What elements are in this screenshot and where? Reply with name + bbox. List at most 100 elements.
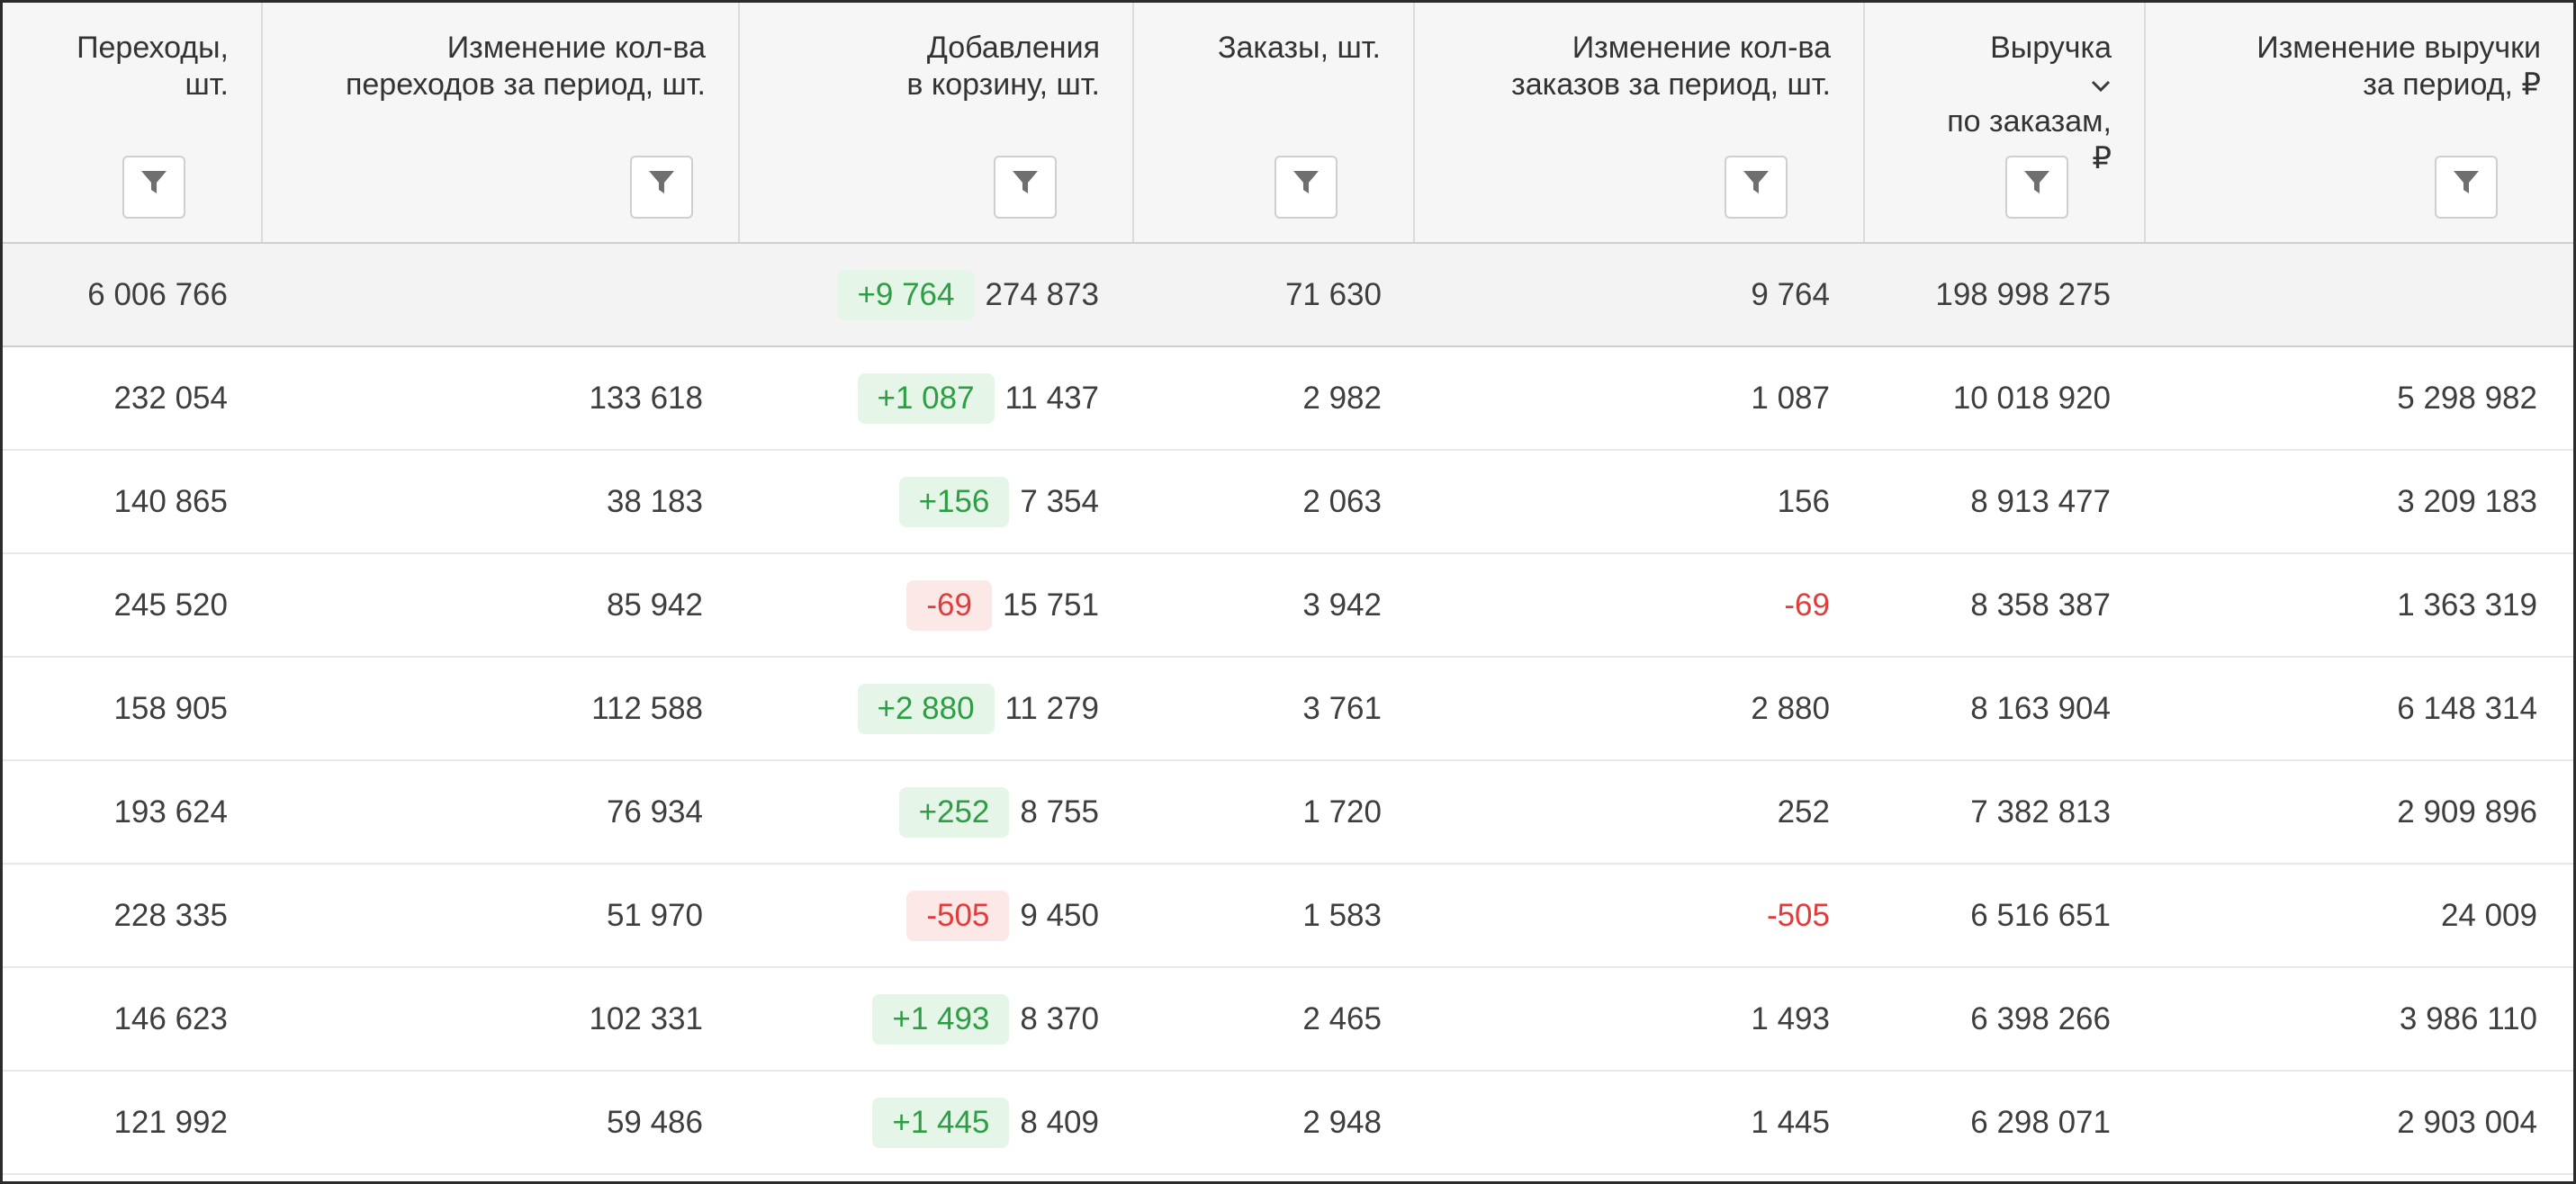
cell-cart_adds: +2 880 11 279 bbox=[739, 657, 1133, 761]
filter-button-orders_change[interactable] bbox=[1725, 156, 1788, 219]
cell-value: 121 992 bbox=[113, 1104, 228, 1140]
cell-orders_change: -505 bbox=[1414, 864, 1864, 968]
cell-value: 8 370 bbox=[1020, 1000, 1099, 1036]
column-title: Добавления в корзину, шт. bbox=[906, 30, 1100, 103]
change-badge: +1 493 bbox=[872, 993, 1010, 1045]
cell-visits_change bbox=[262, 243, 739, 347]
cell-orders: 2 465 bbox=[1133, 967, 1414, 1072]
column-header-cell: Заказы, шт. bbox=[1134, 3, 1413, 242]
cell-cart_adds: +252 8 755 bbox=[739, 760, 1133, 865]
column-title-line: Заказы, шт. bbox=[1217, 31, 1381, 65]
cell-cart_adds: +1 087 11 437 bbox=[739, 346, 1133, 451]
column-title: Заказы, шт. bbox=[1218, 30, 1381, 67]
cell-orders: 2 948 bbox=[1133, 1071, 1414, 1175]
change-badge: +9 764 bbox=[837, 269, 975, 320]
column-header-orders_change[interactable]: Изменение кол-ва заказов за период, шт. bbox=[1414, 3, 1865, 244]
filter-button-visits_change[interactable] bbox=[630, 156, 693, 219]
cell-visits_change: 51 970 bbox=[262, 864, 739, 968]
cell-revenue_change: 24 009 bbox=[2145, 864, 2573, 968]
chevron-down-icon[interactable] bbox=[1950, 67, 2112, 103]
cell-value: 7 382 813 bbox=[1970, 794, 2111, 830]
cell-value: 7 354 bbox=[1020, 483, 1099, 519]
column-header-visits[interactable]: Переходы, шт. bbox=[3, 3, 263, 244]
cell-visits: 228 335 bbox=[3, 864, 262, 968]
cell-revenue_change: 6 148 314 bbox=[2145, 657, 2573, 761]
column-header-cell: Переходы, шт. bbox=[3, 3, 261, 242]
cell-value: 15 751 bbox=[1002, 587, 1099, 623]
cell-orders_change: 156 bbox=[1414, 450, 1864, 554]
column-header-visits_change[interactable]: Изменение кол-ва переходов за период, шт. bbox=[262, 3, 740, 244]
cell-visits: 121 992 bbox=[3, 1071, 262, 1175]
cell-value: 1 363 319 bbox=[2397, 587, 2537, 623]
change-badge: -505 bbox=[906, 890, 1010, 941]
column-header-revenue_change[interactable]: Изменение выручки за период, ₽ bbox=[2145, 3, 2573, 244]
cell-value: 2 903 004 bbox=[2397, 1104, 2537, 1140]
cell-value: 274 873 bbox=[985, 276, 1099, 312]
column-title-line: по заказам, bbox=[1947, 104, 2112, 139]
cell-revenue: 198 998 275 bbox=[1864, 243, 2145, 347]
cell-cart_adds: -505 9 450 bbox=[739, 864, 1133, 968]
stats-table: Переходы, шт. Изменение кол-ва переходов за… bbox=[3, 3, 2573, 1175]
cell-orders_change: 9 764 bbox=[1414, 243, 1864, 347]
filter-icon bbox=[2022, 167, 2052, 207]
cell-revenue_change: 3 209 183 bbox=[2145, 450, 2573, 554]
cell-value: 156 bbox=[1777, 483, 1830, 519]
column-header-revenue[interactable]: Выручка по заказам, ₽ bbox=[1864, 3, 2146, 244]
column-title: Изменение кол-ва заказов за период, шт. bbox=[1511, 30, 1831, 103]
filter-button-visits[interactable] bbox=[122, 156, 185, 219]
cell-orders: 1 720 bbox=[1133, 760, 1414, 865]
cell-value: 3 942 bbox=[1302, 587, 1382, 623]
column-header-cell: Изменение выручки за период, ₽ bbox=[2146, 3, 2573, 242]
cell-visits_change: 59 486 bbox=[262, 1071, 739, 1175]
column-title-line: Изменение кол-ва bbox=[1572, 31, 1831, 65]
cell-value: 3 209 183 bbox=[2397, 483, 2537, 519]
cell-orders_change: -69 bbox=[1414, 553, 1864, 658]
column-title-line: в корзину, шт. bbox=[906, 67, 1100, 102]
cell-value: 6 298 071 bbox=[1970, 1104, 2111, 1140]
total-row: 6 006 766 +9 764 274 873 71 630 9 764 198 998… bbox=[3, 243, 2573, 347]
cell-visits_change: 133 618 bbox=[262, 346, 739, 451]
cell-visits: 245 520 bbox=[3, 553, 262, 658]
table-row: 146 623 102 331 +1 493 8 370 2 465 1 493 6 398… bbox=[3, 967, 2573, 1072]
column-header-orders[interactable]: Заказы, шт. bbox=[1133, 3, 1415, 244]
cell-value: 228 335 bbox=[113, 897, 228, 933]
filter-button-revenue_change[interactable] bbox=[2435, 156, 2498, 219]
cell-orders_change: 1 445 bbox=[1414, 1071, 1864, 1175]
column-title: Переходы, шт. bbox=[77, 30, 229, 103]
cell-value: 6 516 651 bbox=[1970, 897, 2111, 933]
table-body: 6 006 766 +9 764 274 873 71 630 9 764 198 998… bbox=[3, 243, 2573, 1175]
table-row: 193 624 76 934 +252 8 755 1 720 252 7 382 813 2… bbox=[3, 760, 2573, 865]
column-title-line: шт. bbox=[185, 67, 229, 102]
cell-value: 193 624 bbox=[113, 794, 228, 830]
cell-value: -505 bbox=[1766, 897, 1830, 933]
cell-orders_change: 2 880 bbox=[1414, 657, 1864, 761]
cell-value: 112 588 bbox=[591, 690, 703, 726]
column-title-line: Изменение выручки bbox=[2256, 31, 2541, 65]
cell-value: 1 583 bbox=[1302, 897, 1382, 933]
cell-value: 133 618 bbox=[589, 380, 703, 416]
cell-visits_change: 76 934 bbox=[262, 760, 739, 865]
cell-cart_adds: +9 764 274 873 bbox=[739, 243, 1133, 347]
cell-value: 8 409 bbox=[1020, 1104, 1099, 1140]
cell-value: 8 755 bbox=[1020, 794, 1099, 830]
cell-visits: 6 006 766 bbox=[3, 243, 262, 347]
filter-button-cart_adds[interactable] bbox=[994, 156, 1057, 219]
cell-value: 2 465 bbox=[1302, 1000, 1382, 1036]
cell-value: 1 493 bbox=[1751, 1000, 1830, 1036]
cell-revenue_change bbox=[2145, 243, 2573, 347]
column-title-line: Выручка bbox=[1947, 30, 2112, 103]
column-header-cart_adds[interactable]: Добавления в корзину, шт. bbox=[739, 3, 1134, 244]
cell-visits_change: 85 942 bbox=[262, 553, 739, 658]
filter-button-orders[interactable] bbox=[1274, 156, 1338, 219]
cell-value: 2 063 bbox=[1302, 483, 1382, 519]
cell-visits: 158 905 bbox=[3, 657, 262, 761]
cell-value: 2 982 bbox=[1302, 380, 1382, 416]
cell-value: 38 183 bbox=[606, 483, 703, 519]
cell-revenue: 10 018 920 bbox=[1864, 346, 2145, 451]
cell-orders: 71 630 bbox=[1133, 243, 1414, 347]
cell-value: 198 998 275 bbox=[1935, 276, 2111, 312]
cell-value: 8 163 904 bbox=[1970, 690, 2111, 726]
cell-value: 6 148 314 bbox=[2397, 690, 2537, 726]
filter-button-revenue[interactable] bbox=[2005, 156, 2068, 219]
